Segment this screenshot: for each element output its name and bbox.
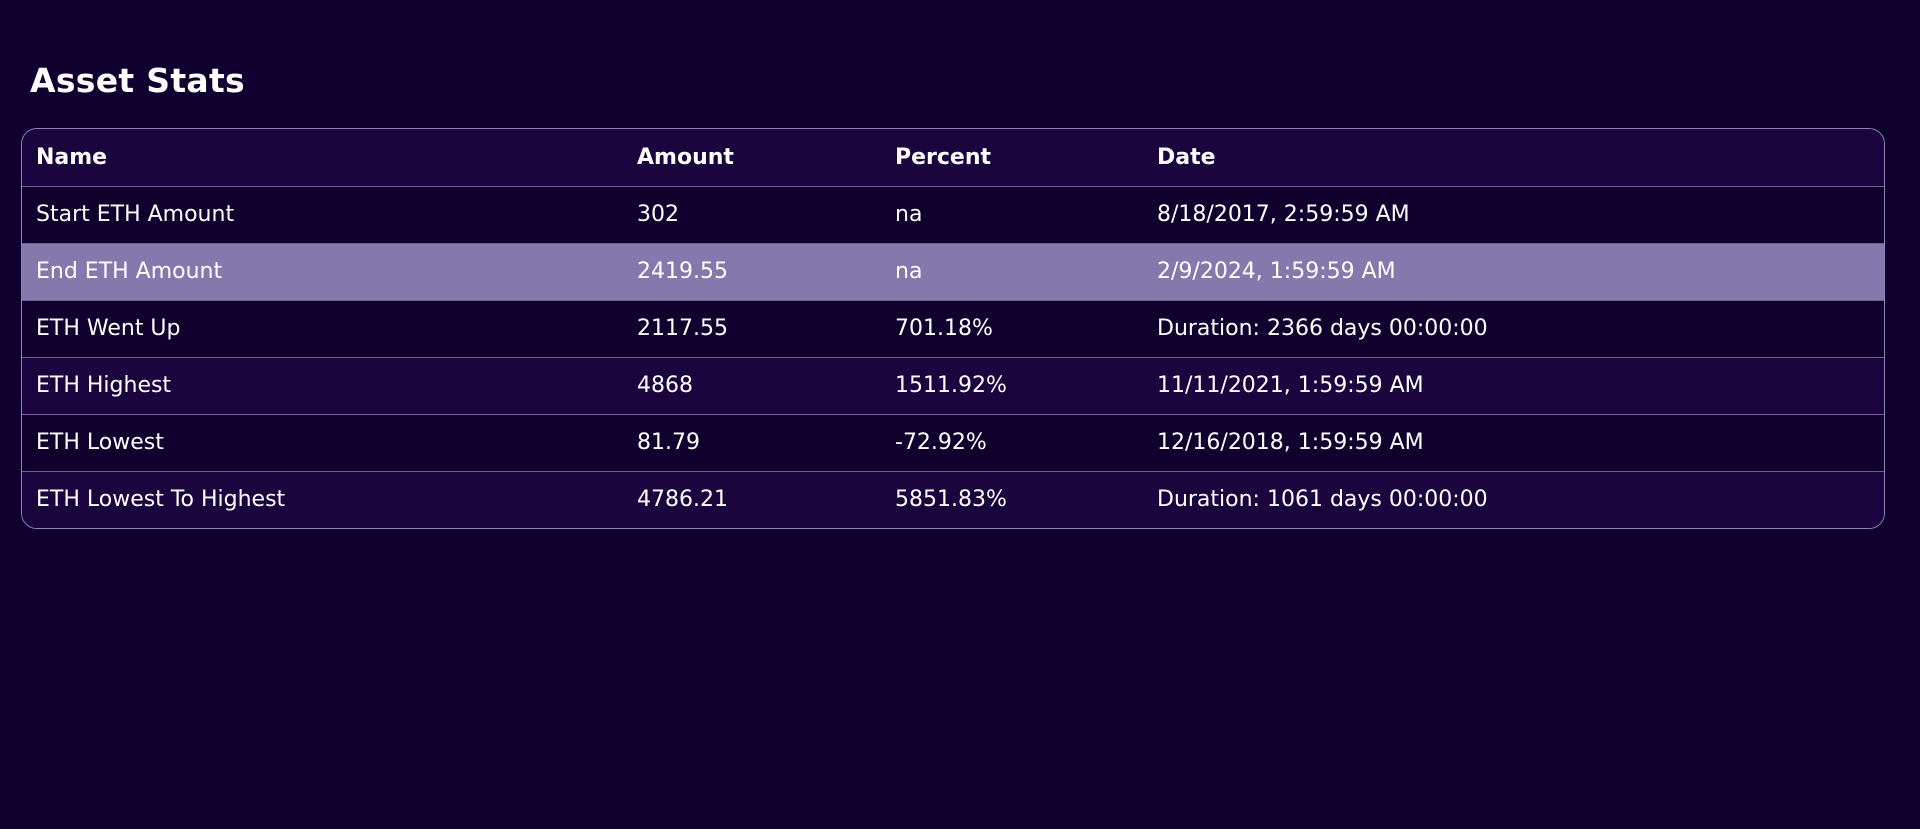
cell-amount: 4786.21 [637,487,728,513]
table-row[interactable]: ETH Went Up 2117.55 701.18% Duration: 23… [22,300,1884,357]
cell-date: Duration: 2366 days 00:00:00 [1157,316,1488,341]
page-title: Asset Stats [30,61,245,100]
cell-percent: 701.18% [895,316,993,341]
cell-name: ETH Went Up [36,316,181,341]
table-header-row: Name Amount Percent Date [22,129,1884,186]
table-row[interactable]: Start ETH Amount 302 na 8/18/2017, 2:59:… [22,186,1884,243]
table-row-highlighted[interactable]: End ETH Amount 2419.55 na 2/9/2024, 1:59… [22,243,1884,300]
cell-name: ETH Highest [36,373,172,398]
column-header-name[interactable]: Name [36,144,108,170]
cell-date: Duration: 1061 days 00:00:00 [1157,487,1488,513]
column-header-date[interactable]: Date [1157,144,1216,170]
cell-percent: na [895,202,923,227]
cell-date: 11/11/2021, 1:59:59 AM [1157,373,1424,398]
table-row[interactable]: ETH Highest 4868 1511.92% 11/11/2021, 1:… [22,357,1884,414]
asset-stats-table: Name Amount Percent Date Start ETH Amoun… [21,128,1885,529]
cell-name: End ETH Amount [36,259,223,284]
table-row[interactable]: ETH Lowest To Highest 4786.21 5851.83% D… [22,471,1884,528]
cell-name: Start ETH Amount [36,202,235,227]
cell-percent: -72.92% [895,430,987,455]
table-row[interactable]: ETH Lowest 81.79 -72.92% 12/16/2018, 1:5… [22,414,1884,471]
cell-amount: 4868 [637,373,693,398]
cell-percent: 5851.83% [895,487,1007,513]
cell-date: 2/9/2024, 1:59:59 AM [1157,259,1396,284]
column-header-percent[interactable]: Percent [895,144,992,170]
cell-amount: 2117.55 [637,316,728,341]
column-header-amount[interactable]: Amount [637,144,734,170]
cell-amount: 2419.55 [637,259,728,284]
cell-date: 8/18/2017, 2:59:59 AM [1157,202,1410,227]
cell-date: 12/16/2018, 1:59:59 AM [1157,430,1424,455]
cell-name: ETH Lowest To Highest [36,487,286,513]
cell-percent: na [895,259,923,284]
cell-percent: 1511.92% [895,373,1007,398]
cell-amount: 81.79 [637,430,700,455]
cell-name: ETH Lowest [36,430,164,455]
cell-amount: 302 [637,202,679,227]
stats-table: Name Amount Percent Date Start ETH Amoun… [22,129,1884,528]
